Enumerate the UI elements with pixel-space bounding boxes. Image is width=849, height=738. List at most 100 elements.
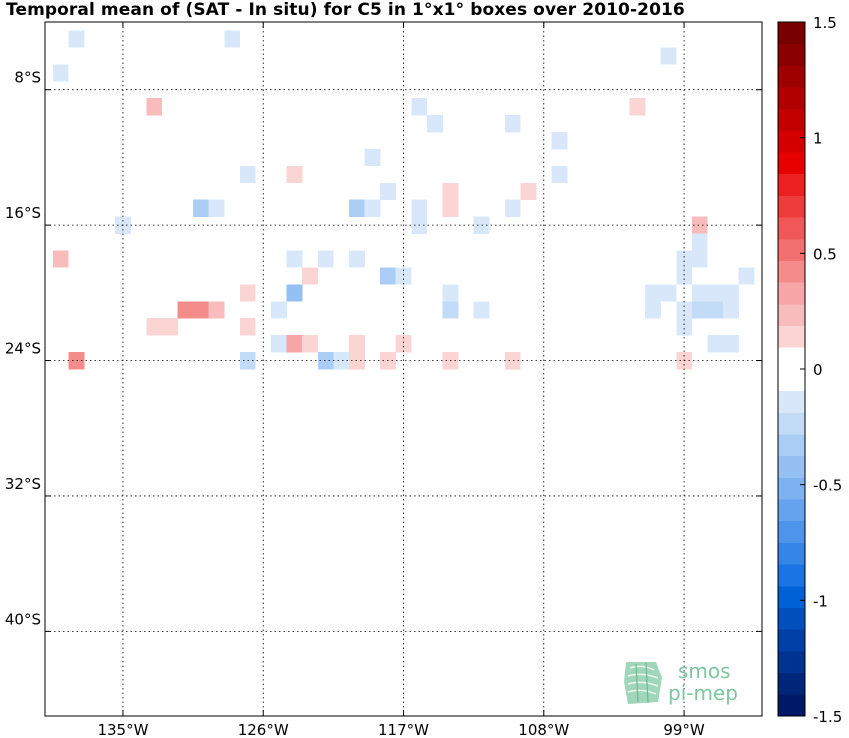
colorbar-segment bbox=[778, 434, 805, 457]
x-tick-label: 117°W bbox=[378, 721, 429, 738]
heatmap-cell bbox=[193, 199, 209, 217]
colorbar-segment bbox=[778, 87, 805, 110]
heatmap-cell bbox=[208, 199, 225, 217]
heatmap-cell bbox=[286, 335, 303, 353]
heatmap-cell bbox=[239, 318, 256, 336]
colorbar-segment bbox=[778, 499, 805, 522]
heatmap-cell bbox=[691, 250, 708, 268]
heatmap-cell bbox=[473, 301, 490, 319]
heatmap-cell bbox=[442, 182, 459, 201]
heatmap-cell bbox=[504, 115, 521, 133]
heatmap-cell bbox=[224, 30, 241, 48]
heatmap-cell bbox=[239, 165, 256, 184]
heatmap-cell bbox=[707, 335, 724, 353]
colorbar-segment bbox=[778, 347, 805, 370]
colorbar-segment bbox=[778, 520, 805, 543]
y-tick-label: 16°S bbox=[5, 204, 41, 222]
grid-lines bbox=[45, 22, 762, 716]
colorbar-segment bbox=[778, 607, 805, 630]
heatmap-cell bbox=[426, 115, 443, 133]
heatmap-cell bbox=[723, 335, 739, 353]
colorbar-segment bbox=[778, 412, 805, 435]
heatmap-cell bbox=[380, 182, 397, 201]
x-tick-label: 108°W bbox=[518, 721, 569, 738]
colorbar-segment bbox=[778, 390, 805, 413]
heatmap-cell bbox=[676, 267, 693, 285]
heatmap-cell bbox=[676, 318, 693, 336]
heatmap-cell bbox=[411, 98, 428, 116]
heatmap-cell bbox=[68, 30, 85, 48]
heatmap-cell bbox=[707, 301, 724, 319]
colorbar-segment bbox=[778, 369, 805, 392]
heatmap-cell bbox=[239, 284, 256, 302]
colorbar-tick-label: 1 bbox=[813, 130, 823, 148]
heatmap-cell bbox=[348, 199, 365, 217]
heatmap-cell bbox=[660, 47, 677, 65]
colorbar-segment bbox=[778, 694, 805, 717]
colorbar-tick-label: -0.5 bbox=[813, 477, 842, 495]
plot-area: 135°W 126°W 117°W 108°W 99°W 8°S 16°S 24°S 32°S 4… bbox=[5, 21, 763, 738]
colorbar-segment bbox=[778, 650, 805, 674]
heatmap-cell bbox=[193, 301, 209, 319]
heatmap-cell bbox=[660, 284, 677, 302]
colorbar-tick-label: -1.5 bbox=[813, 708, 842, 726]
heatmap-cell bbox=[286, 165, 303, 184]
heatmap-cell bbox=[52, 250, 69, 268]
heatmap-cell bbox=[68, 352, 85, 370]
svg-text:smos: smos bbox=[678, 659, 731, 683]
svg-text:pi-mep: pi-mep bbox=[668, 681, 738, 705]
heatmap-cell bbox=[286, 284, 303, 302]
colorbar-segment bbox=[778, 585, 805, 608]
heatmap-cell bbox=[52, 64, 69, 82]
heatmap-cell bbox=[161, 318, 178, 336]
heatmap-cell bbox=[348, 250, 365, 268]
x-tick-label: 126°W bbox=[238, 721, 289, 738]
y-tick-label: 24°S bbox=[5, 340, 41, 358]
colorbar-segment bbox=[778, 43, 805, 66]
colorbar-tick-label: 0.5 bbox=[813, 245, 837, 263]
heatmap-cell bbox=[676, 301, 693, 319]
chart-title: Temporal mean of (SAT - In situ) for C5 … bbox=[6, 0, 685, 20]
heatmap-cell bbox=[723, 284, 739, 302]
colorbar-segment bbox=[778, 542, 805, 565]
heatmap-cell bbox=[645, 301, 661, 319]
heatmap-cell bbox=[395, 335, 412, 353]
heatmap-cell bbox=[442, 284, 459, 302]
heatmap-cell bbox=[442, 199, 459, 217]
heatmap-cell bbox=[333, 352, 350, 370]
colorbar-segment bbox=[778, 477, 805, 500]
colorbar-segment bbox=[778, 455, 805, 478]
heatmap-cell bbox=[676, 250, 693, 268]
heatmap-cell bbox=[271, 335, 287, 353]
colorbar-segment bbox=[778, 195, 805, 218]
heatmap-cell bbox=[146, 98, 163, 116]
colorbar-segment bbox=[778, 217, 805, 240]
colorbar-segment bbox=[778, 22, 805, 45]
colorbar-segment bbox=[778, 65, 805, 88]
heatmap-cell bbox=[629, 98, 646, 116]
heatmap-cell bbox=[551, 132, 568, 150]
colorbar-segment bbox=[778, 152, 805, 175]
heatmap-cell bbox=[208, 301, 225, 319]
heatmap-cell bbox=[177, 301, 194, 319]
heatmap-cell bbox=[707, 284, 724, 302]
colorbar-segment bbox=[778, 108, 805, 131]
heatmap-cell bbox=[317, 250, 334, 268]
colorbar-segment bbox=[778, 130, 805, 153]
colorbar-segment bbox=[778, 303, 805, 327]
heatmap-cell bbox=[286, 250, 303, 268]
colorbar-segment bbox=[778, 672, 805, 695]
smos-pimep-logo: smos pi-mep bbox=[624, 659, 738, 705]
heatmap-cell bbox=[645, 284, 661, 302]
colorbar-segment bbox=[778, 238, 805, 261]
heatmap-cell bbox=[395, 267, 412, 285]
y-tick-label: 32°S bbox=[5, 475, 41, 493]
colorbar-tick-label: -1 bbox=[813, 592, 828, 610]
heatmap-cell bbox=[504, 199, 521, 217]
heatmap-cell bbox=[364, 148, 381, 167]
heatmap-cell bbox=[551, 165, 568, 184]
heatmap-cell bbox=[723, 301, 739, 319]
heatmap-cell bbox=[442, 301, 459, 319]
heatmap-cell bbox=[380, 267, 397, 285]
